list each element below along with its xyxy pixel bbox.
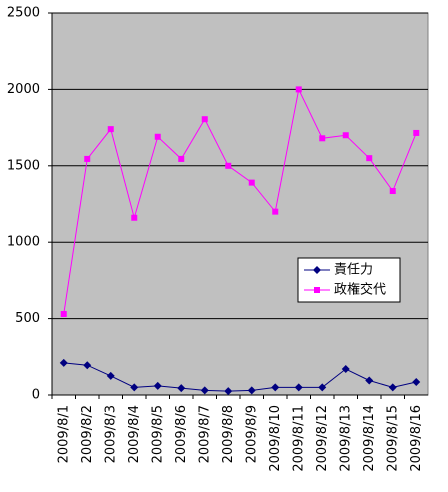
point bbox=[389, 188, 396, 195]
point bbox=[154, 133, 161, 140]
x-tick-label: 2009/8/9 bbox=[244, 405, 259, 463]
point bbox=[341, 365, 350, 374]
point bbox=[388, 383, 397, 392]
x-tick-label: 2009/8/6 bbox=[174, 405, 189, 463]
x-tick-label: 2009/8/5 bbox=[150, 405, 165, 463]
point bbox=[271, 383, 280, 392]
point bbox=[295, 86, 302, 93]
series-line bbox=[63, 87, 417, 315]
x-tick-label: 2009/8/11 bbox=[291, 405, 306, 472]
point bbox=[365, 376, 374, 385]
x-tick-label: 2009/8/13 bbox=[338, 405, 353, 472]
point bbox=[314, 287, 320, 293]
legend-label: 政権交代 bbox=[334, 282, 386, 298]
legend-label: 責任力 bbox=[334, 263, 373, 278]
x-tick-label: 2009/8/12 bbox=[315, 405, 330, 472]
x-tick-label: 2009/8/2 bbox=[80, 405, 95, 463]
point bbox=[318, 383, 327, 392]
point bbox=[412, 378, 421, 387]
point bbox=[60, 311, 67, 318]
point bbox=[200, 386, 209, 395]
x-tick-label: 2009/8/16 bbox=[409, 405, 424, 472]
point bbox=[248, 179, 255, 186]
y-tick-label: 1500 bbox=[7, 158, 40, 173]
point bbox=[83, 361, 92, 370]
point bbox=[130, 383, 139, 392]
point bbox=[319, 135, 326, 142]
point bbox=[153, 381, 162, 390]
point bbox=[201, 116, 208, 123]
point bbox=[106, 371, 115, 380]
x-tick-label: 2009/8/1 bbox=[56, 405, 71, 463]
point bbox=[178, 155, 185, 162]
y-tick-label: 0 bbox=[32, 388, 40, 403]
point bbox=[313, 266, 321, 274]
y-tick-label: 2000 bbox=[7, 82, 40, 97]
series-line bbox=[63, 362, 417, 392]
point bbox=[247, 386, 256, 395]
point bbox=[342, 132, 349, 139]
x-tick-label: 2009/8/3 bbox=[103, 405, 118, 463]
y-tick-label: 2500 bbox=[7, 6, 40, 21]
point bbox=[366, 155, 373, 162]
point bbox=[272, 208, 279, 215]
point bbox=[107, 126, 114, 133]
legend bbox=[297, 257, 401, 303]
point bbox=[294, 383, 303, 392]
y-tick-label: 1000 bbox=[7, 235, 40, 250]
point bbox=[84, 155, 91, 162]
point bbox=[131, 214, 138, 221]
point bbox=[177, 384, 186, 393]
point bbox=[59, 358, 68, 367]
x-tick-label: 2009/8/15 bbox=[385, 405, 400, 472]
x-tick-label: 2009/8/14 bbox=[362, 405, 377, 472]
point bbox=[413, 129, 420, 136]
point bbox=[224, 387, 233, 396]
point bbox=[225, 162, 232, 169]
x-tick-label: 2009/8/4 bbox=[127, 405, 142, 463]
plot-area bbox=[51, 12, 429, 396]
x-tick-label: 2009/8/7 bbox=[197, 405, 212, 463]
x-tick-label: 2009/8/10 bbox=[268, 405, 283, 472]
x-tick-label: 2009/8/8 bbox=[221, 405, 236, 463]
y-tick-label: 500 bbox=[15, 311, 40, 326]
